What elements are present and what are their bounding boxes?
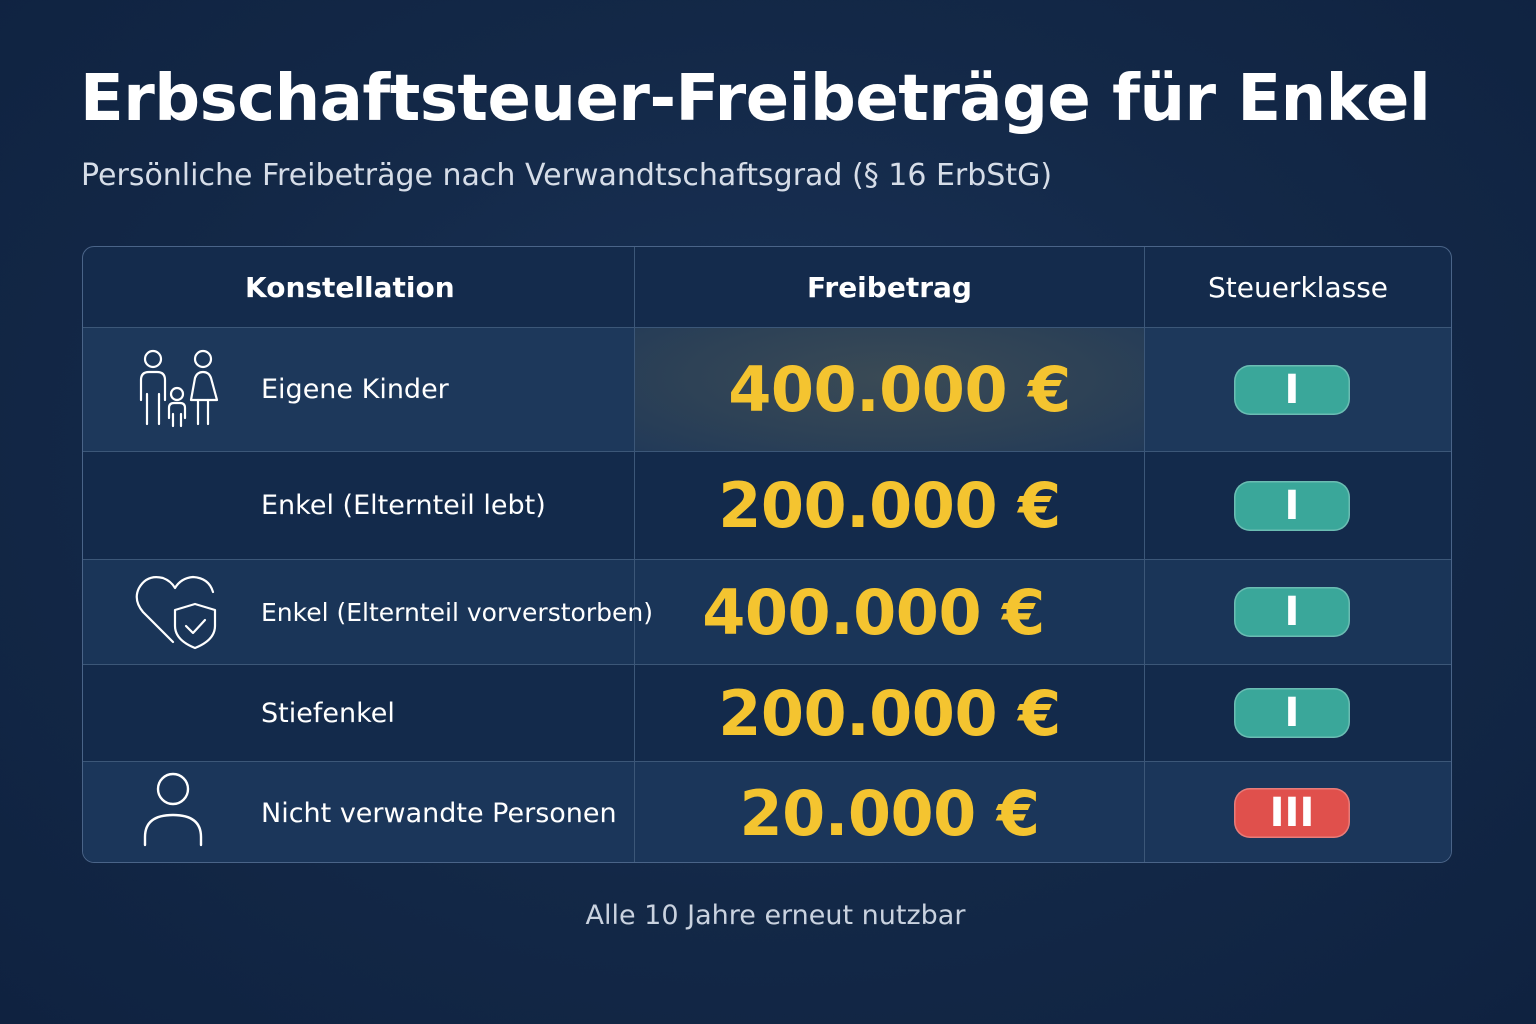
tax-class-cell: I xyxy=(1145,328,1451,451)
amount-cell: 20.000 € xyxy=(635,762,1145,862)
amount-cell: 200.000 € xyxy=(635,665,1145,761)
column-header-amount: Freibetrag xyxy=(807,270,972,304)
allowance-amount: 20.000 € xyxy=(739,776,1040,850)
constellation-cell: Enkel (Elternteil lebt) xyxy=(83,452,635,559)
amount-cell: 400.000 € xyxy=(635,560,1145,664)
allowance-table: Konstellation Freibetrag Steuerklasse Ei… xyxy=(82,246,1452,863)
tax-class-badge: I xyxy=(1234,587,1350,637)
header-cell-constellation: Konstellation xyxy=(83,247,635,327)
tax-class-badge: III xyxy=(1234,788,1350,838)
table-row: Nicht verwandte Personen 20.000 € III xyxy=(83,761,1451,862)
tax-class-cell: I xyxy=(1145,452,1451,559)
tax-class-badge: I xyxy=(1234,480,1350,531)
table-row: Enkel (Elternteil vorverstorben) 400.000 … xyxy=(83,559,1451,664)
tax-class-badge: I xyxy=(1234,688,1350,738)
page-title: Erbschaftsteuer-Freibeträge für Enkel xyxy=(80,62,1431,136)
tax-class-cell: I xyxy=(1145,560,1451,664)
constellation-cell: Enkel (Elternteil vorverstorben) xyxy=(83,560,653,664)
table-row: Stiefenkel 200.000 € I xyxy=(83,664,1451,761)
tax-class-cell: III xyxy=(1145,762,1451,862)
family-icon xyxy=(133,348,225,432)
constellation-label: Eigene Kinder xyxy=(261,374,449,405)
constellation-cell: Eigene Kinder xyxy=(83,328,635,451)
heart-shield-icon xyxy=(133,570,225,654)
column-header-tax-class: Steuerklasse xyxy=(1207,270,1389,304)
allowance-amount: 200.000 € xyxy=(718,676,1061,750)
footer-note: Alle 10 Jahre erneut nutzbar xyxy=(585,900,966,931)
constellation-label: Enkel (Elternteil vorverstorben) xyxy=(261,597,653,627)
column-header-constellation: Konstellation xyxy=(245,270,455,304)
amount-cell: 400.000 € xyxy=(635,328,1145,451)
constellation-cell: Nicht verwandte Personen xyxy=(83,762,635,862)
constellation-label: Nicht verwandte Personen xyxy=(261,797,617,829)
constellation-cell: Stiefenkel xyxy=(83,665,635,761)
allowance-amount: 400.000 € xyxy=(728,353,1071,426)
tax-class-cell: I xyxy=(1145,665,1451,761)
constellation-label: Stiefenkel xyxy=(261,697,395,729)
allowance-amount: 400.000 € xyxy=(702,575,1045,649)
constellation-label: Enkel (Elternteil lebt) xyxy=(261,490,546,521)
allowance-amount: 200.000 € xyxy=(718,469,1061,542)
header-cell-tax-class: Steuerklasse xyxy=(1145,247,1451,327)
person-icon xyxy=(133,771,225,855)
table-row: Enkel (Elternteil lebt) 200.000 € I xyxy=(83,451,1451,559)
tax-class-badge: I xyxy=(1234,364,1350,415)
table-header: Konstellation Freibetrag Steuerklasse xyxy=(83,247,1451,327)
amount-cell: 200.000 € xyxy=(635,452,1145,559)
page-subtitle: Persönliche Freibeträge nach Verwandtsch… xyxy=(81,158,1053,193)
header-cell-amount: Freibetrag xyxy=(635,247,1145,327)
table-row: Eigene Kinder 400.000 € I xyxy=(83,327,1451,451)
